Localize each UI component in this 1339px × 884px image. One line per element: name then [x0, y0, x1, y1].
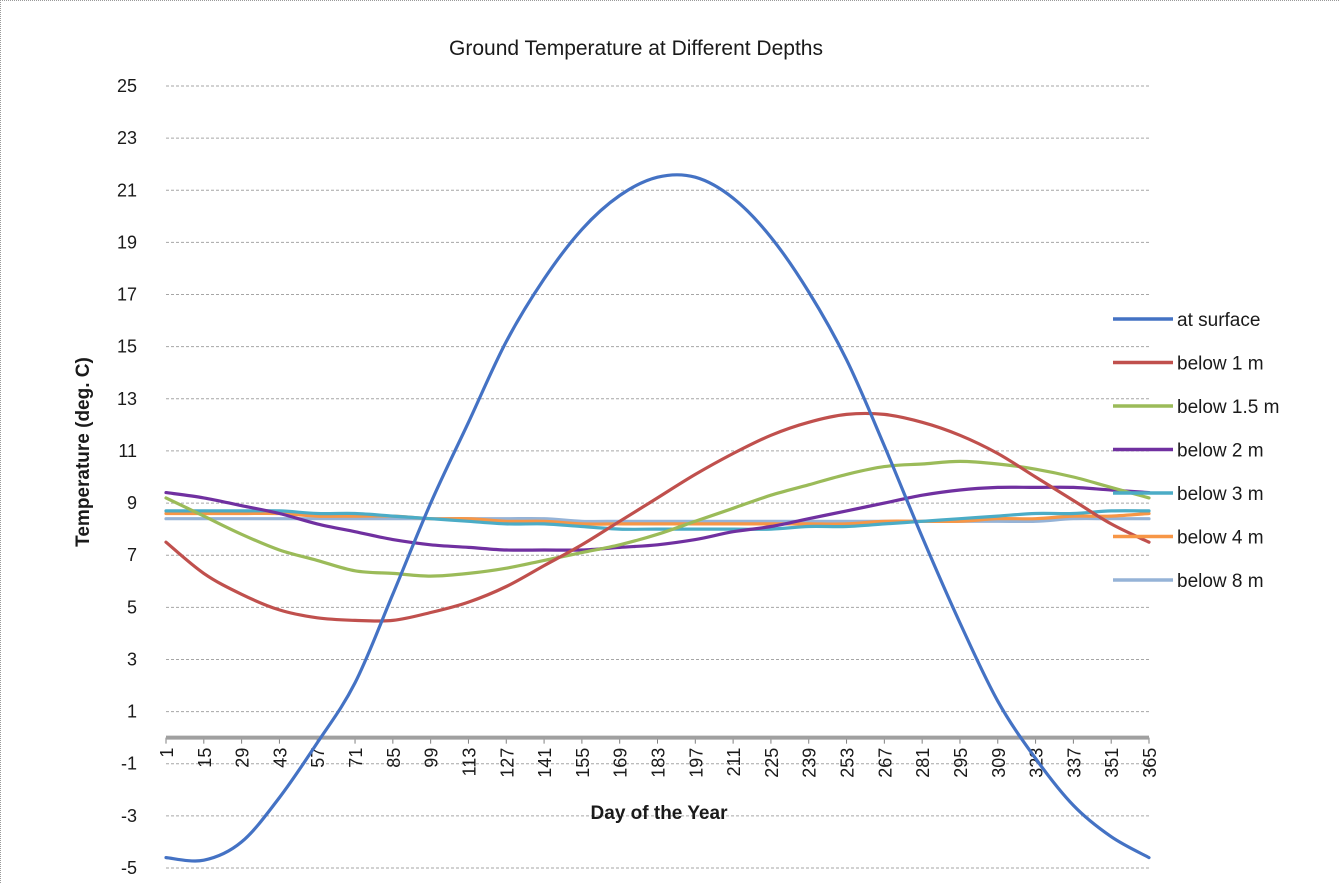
series-line-below-2-m — [164, 485, 1151, 552]
grid-lines — [166, 85, 1149, 869]
x-tick-label: 211 — [724, 748, 744, 777]
legend-label-below-1-m: below 1 m — [1177, 354, 1264, 375]
series-line-below-4-m — [164, 511, 1151, 526]
x-tick-label: 295 — [951, 748, 971, 778]
series-lines — [164, 173, 1151, 863]
x-tick-label: 225 — [762, 748, 782, 778]
x-tick-label: 169 — [611, 748, 631, 778]
y-axis-title: Temperature (deg. C) — [73, 357, 94, 547]
y-tick-label: 25 — [117, 76, 137, 96]
y-tick-label: 13 — [117, 389, 137, 409]
y-tick-label: -1 — [121, 754, 137, 774]
x-tick-label: 197 — [686, 748, 706, 778]
chart-title: Ground Temperature at Different Depths — [449, 37, 823, 60]
x-tick-label: 309 — [989, 748, 1009, 778]
y-tick-label: 11 — [118, 441, 137, 461]
x-axis-title: Day of the Year — [591, 803, 729, 824]
series-line-at-surface — [164, 173, 1151, 863]
x-tick-label: 365 — [1140, 748, 1160, 778]
y-tick-label: -3 — [121, 806, 137, 826]
y-tick-label: 23 — [117, 128, 137, 148]
y-axis-ticks: 25 23 21 19 17 15 13 11 9 7 5 3 1 -1 -3 -5 — [117, 76, 137, 878]
y-tick-label: 9 — [127, 493, 137, 513]
x-tick-label: 127 — [497, 748, 517, 778]
series-line-below-1-5-m — [164, 459, 1151, 578]
x-tick-label: 71 — [346, 748, 366, 768]
y-tick-label: -5 — [121, 858, 137, 878]
y-tick-label: 17 — [117, 285, 137, 305]
x-tick-label: 15 — [195, 748, 215, 768]
series-line-below-1-m — [164, 411, 1151, 623]
x-tick-label: 1 — [157, 748, 177, 758]
legend-label-below-2-m: below 2 m — [1177, 441, 1264, 462]
legend: at surface below 1 m below 1.5 m below 2 m b… — [1113, 310, 1279, 592]
x-tick-label: 281 — [913, 748, 933, 778]
x-tick-label: 43 — [270, 748, 290, 768]
x-tick-label: 57 — [308, 748, 328, 768]
x-tick-label: 351 — [1102, 748, 1122, 778]
y-tick-label: 5 — [127, 597, 137, 617]
x-axis-ticks: 1 15 29 43 57 71 85 99 113 127 141 155 169 183 197 211 2… — [157, 737, 1160, 778]
x-tick-label: 183 — [649, 748, 669, 778]
y-tick-label: 1 — [127, 702, 137, 722]
x-tick-label: 155 — [573, 748, 593, 778]
x-tick-label: 113 — [459, 748, 479, 777]
x-tick-label: 99 — [422, 748, 442, 768]
legend-label-below-1-5-m: below 1.5 m — [1177, 397, 1279, 418]
x-tick-label: 141 — [535, 748, 555, 778]
y-tick-label: 21 — [117, 180, 137, 200]
y-tick-label: 3 — [127, 649, 137, 669]
x-tick-label: 253 — [838, 748, 858, 778]
legend-label-at-surface: at surface — [1177, 310, 1260, 331]
y-tick-label: 19 — [117, 232, 137, 252]
legend-label-below-3-m: below 3 m — [1177, 484, 1264, 505]
legend-label-below-4-m: below 4 m — [1177, 528, 1264, 549]
series-line-below-8-m — [164, 516, 1151, 524]
y-tick-label: 7 — [127, 545, 137, 565]
x-tick-label: 29 — [233, 748, 253, 768]
y-tick-label: 15 — [117, 337, 137, 357]
x-tick-label: 267 — [875, 748, 895, 778]
x-tick-label: 239 — [800, 748, 820, 778]
x-tick-label: 337 — [1064, 748, 1084, 778]
legend-label-below-8-m: below 8 m — [1177, 571, 1264, 592]
series-line-below-3-m — [164, 509, 1151, 531]
x-tick-label: 85 — [384, 748, 404, 768]
